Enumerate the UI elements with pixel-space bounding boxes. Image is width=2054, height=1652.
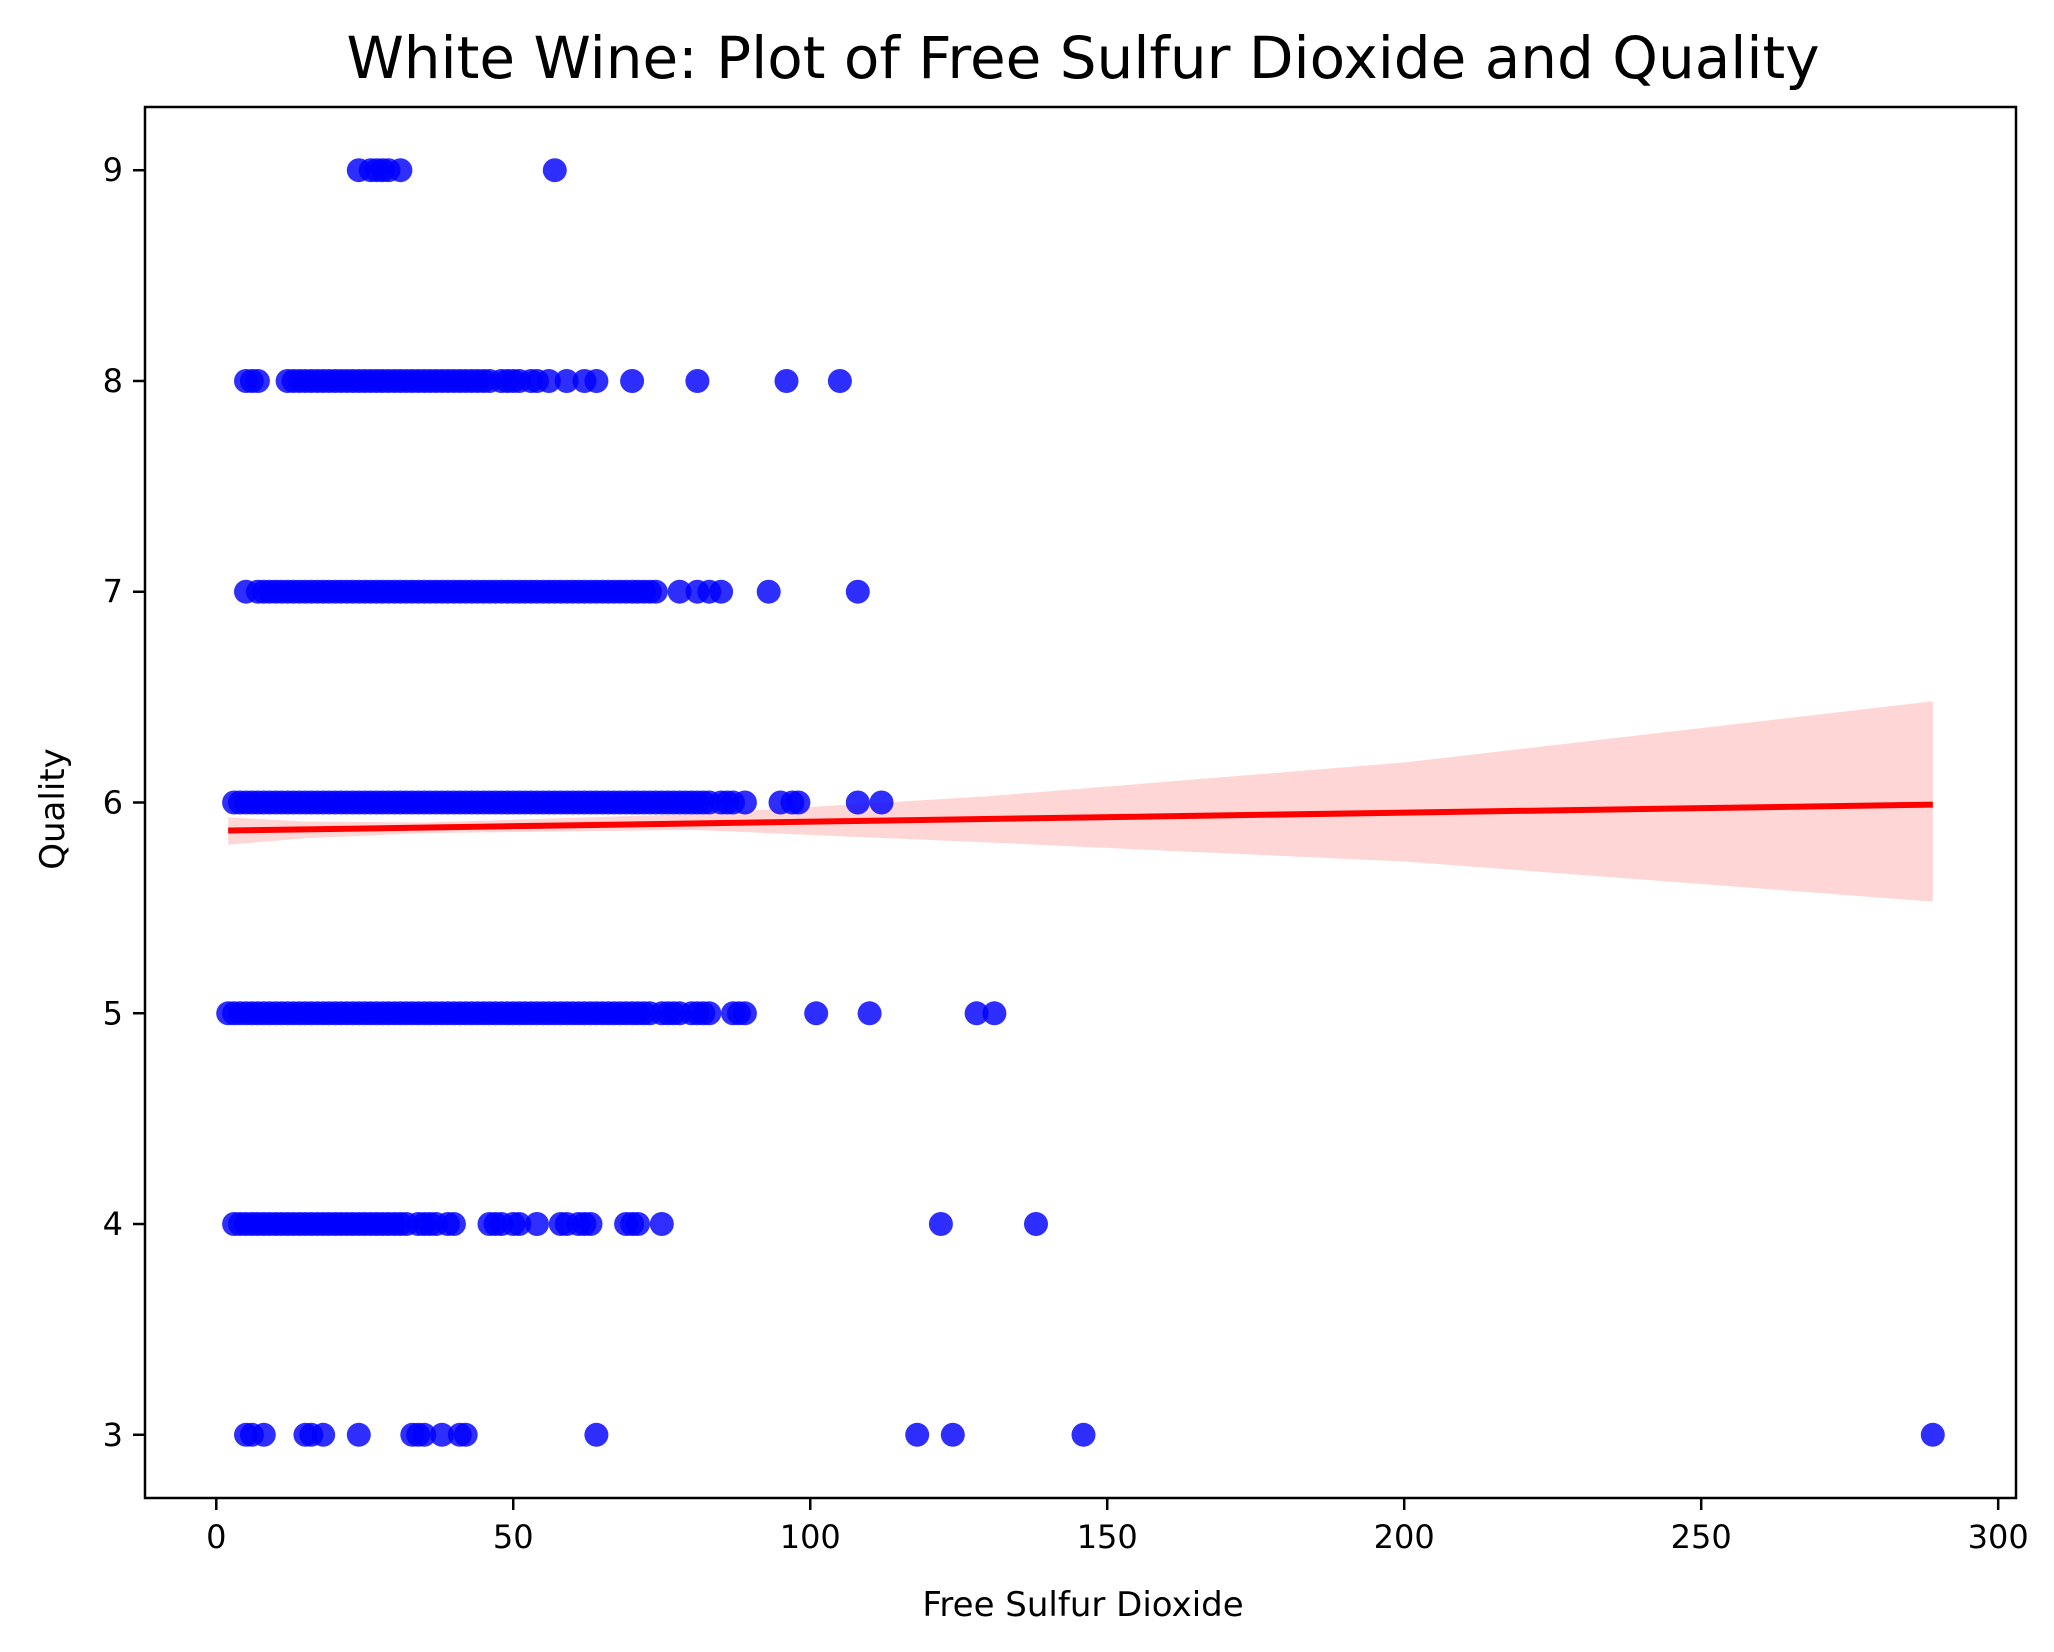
data-point (245, 369, 270, 393)
plot-area (216, 158, 1945, 1447)
data-point (732, 790, 757, 815)
y-axis: 3 4 5 6 7 8 9 (103, 151, 145, 1454)
data-point (643, 579, 668, 604)
data-point (412, 1422, 437, 1447)
y-tick-label: 5 (103, 994, 123, 1032)
data-point (685, 369, 710, 393)
data-point (1071, 1422, 1096, 1447)
x-axis-label: Free Sulfur Dioxide (922, 1585, 1243, 1625)
data-point (869, 790, 894, 815)
y-axis-label: Quality (33, 748, 73, 870)
x-tick-label: 0 (206, 1518, 226, 1556)
data-point (845, 790, 870, 815)
chart-title: White Wine: Plot of Free Sulfur Dioxide … (346, 24, 1819, 92)
data-point (453, 1422, 478, 1447)
data-point (649, 1212, 674, 1236)
data-point (964, 1001, 989, 1026)
data-point (697, 1001, 722, 1026)
y-tick-label: 9 (103, 151, 123, 189)
x-tick-label: 300 (1968, 1518, 2029, 1556)
data-point (928, 1212, 953, 1236)
data-point (845, 579, 870, 604)
data-point (804, 1001, 829, 1026)
data-point (774, 369, 799, 393)
y-tick-label: 8 (103, 362, 123, 400)
data-point (251, 1422, 276, 1447)
data-point (667, 579, 692, 604)
data-point (578, 1212, 603, 1236)
data-point (311, 1422, 336, 1447)
data-point (732, 1001, 757, 1026)
data-point (441, 1212, 466, 1236)
data-point (857, 1001, 882, 1026)
x-tick-label: 50 (493, 1518, 534, 1556)
y-tick-label: 4 (103, 1205, 123, 1243)
data-point (756, 579, 781, 604)
regression-line (228, 801, 1933, 834)
y-tick-label: 3 (103, 1416, 123, 1454)
data-point (1920, 1422, 1945, 1447)
x-tick-label: 200 (1374, 1518, 1435, 1556)
data-point (388, 158, 413, 183)
data-point (905, 1422, 930, 1447)
x-tick-label: 100 (780, 1518, 841, 1556)
data-point (346, 1422, 371, 1447)
data-point (542, 158, 567, 183)
x-tick-label: 250 (1671, 1518, 1732, 1556)
x-tick-label: 150 (1077, 1518, 1138, 1556)
data-point (554, 369, 579, 393)
y-tick-label: 7 (103, 573, 123, 611)
data-points (216, 158, 1945, 1447)
data-point (525, 1212, 549, 1236)
data-point (536, 369, 561, 393)
data-point (626, 1212, 650, 1236)
y-tick-label: 6 (103, 784, 123, 822)
data-point (982, 1001, 1007, 1026)
data-point (709, 579, 734, 604)
data-point (827, 369, 852, 393)
data-point (507, 1212, 532, 1236)
data-point (584, 1422, 609, 1447)
data-point (620, 369, 645, 393)
x-axis: 0 50 100 150 200 250 300 (206, 1498, 2029, 1556)
data-point (786, 790, 811, 815)
data-point (584, 369, 609, 393)
data-point (940, 1422, 965, 1447)
data-point (1024, 1212, 1048, 1236)
data-point (430, 1422, 454, 1447)
confidence-band (228, 701, 1933, 902)
